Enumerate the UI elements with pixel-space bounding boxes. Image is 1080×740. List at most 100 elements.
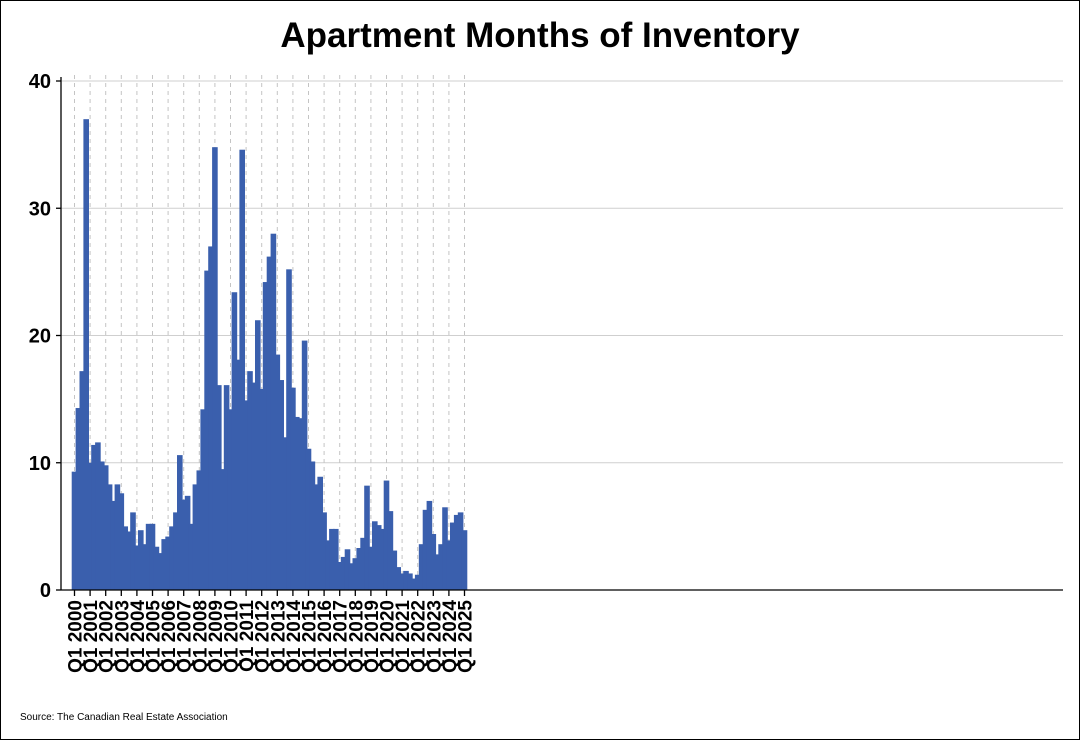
x-tick-label: Q1 2024 bbox=[440, 600, 461, 673]
bar: Q3 2005: 2.9 bbox=[157, 553, 164, 590]
bar: Q4 2008: 27 bbox=[208, 246, 214, 591]
bar: Q1 2015: 11.1 bbox=[305, 448, 312, 590]
bar: Q2 2019: 5.4 bbox=[372, 521, 378, 590]
bar: Q1 2008: 9.4 bbox=[196, 470, 203, 590]
bar: Q4 2014: 19.6 bbox=[301, 340, 308, 590]
bar: Q1 2011: 14.9 bbox=[243, 400, 249, 590]
bar: Q1 2003: 7.6 bbox=[118, 493, 125, 590]
bar: Q1 2001: 10 bbox=[87, 462, 93, 590]
bar: Q4 2020: 1.8 bbox=[395, 567, 401, 590]
bar: Q1 2023: 4.4 bbox=[430, 534, 437, 590]
bar: Q4 2011: 21.2 bbox=[255, 320, 261, 590]
x-tick-label: Q1 2021 bbox=[393, 600, 414, 673]
x-tick-label: Q1 2008 bbox=[190, 600, 211, 673]
bar: Q3 2020: 3.1 bbox=[391, 550, 398, 590]
x-tick-label: Q1 2006 bbox=[159, 600, 180, 673]
bar: Q4 2009: 16.1 bbox=[223, 385, 230, 590]
bar: Q1 2018: 2.5 bbox=[352, 558, 359, 590]
bar: Q1 2019: 3.4 bbox=[368, 546, 374, 590]
x-tick-label: Q1 2009 bbox=[206, 600, 227, 673]
bar: Q2 2007: 7.4 bbox=[184, 495, 191, 590]
bar: Q1 2016: 6.1 bbox=[321, 512, 327, 590]
bar: Q4 2007: 8.3 bbox=[192, 484, 199, 590]
bar: Q2 2011: 17.2 bbox=[247, 371, 253, 590]
x-tick-label: Q1 2016 bbox=[315, 600, 336, 673]
bar: Q3 2023: 3.6 bbox=[438, 544, 444, 590]
bar: Q3 2024: 5.9 bbox=[453, 514, 460, 590]
bar: Q1 2014: 15.9 bbox=[290, 387, 296, 590]
x-tick-label: Q1 2022 bbox=[409, 600, 430, 673]
bar: Q2 2016: 3.9 bbox=[325, 540, 331, 590]
bar: Q3 2021: 1.3 bbox=[407, 573, 413, 590]
bar: Q3 2002: 7 bbox=[110, 500, 117, 590]
x-tick-label: Q1 2013 bbox=[268, 600, 289, 673]
bar: Q1 2025: 4.7 bbox=[461, 530, 468, 590]
bar: Q2 2001: 11.4 bbox=[91, 444, 97, 590]
bar: Q2 2010: 23.4 bbox=[231, 292, 238, 590]
x-tick-label: Q1 2004 bbox=[128, 600, 149, 673]
bar: Q1 2022: 1.2 bbox=[414, 574, 421, 590]
bar: Q3 2018: 4.1 bbox=[360, 537, 366, 590]
bar: Q4 2022: 7 bbox=[426, 500, 433, 590]
x-tick-label: Q1 2012 bbox=[253, 600, 274, 673]
bar: Q1 2010: 14.2 bbox=[227, 409, 234, 590]
bar: Q1 2000: 9.3 bbox=[71, 471, 78, 590]
bar: Q2 2015: 10.1 bbox=[309, 461, 316, 590]
bar: Q1 2004: 3.5 bbox=[134, 545, 140, 590]
source-note: Source: The Canadian Real Estate Associa… bbox=[20, 712, 228, 723]
x-tick-label: Q1 2001 bbox=[81, 600, 102, 673]
bar: Q1 2013: 18.5 bbox=[274, 354, 281, 590]
bar: Q4 2023: 6.5 bbox=[442, 507, 448, 590]
bar: Q2 2023: 2.8 bbox=[434, 554, 440, 590]
bar: Q2 2020: 6.2 bbox=[387, 511, 394, 590]
bar: Q3 2008: 25.1 bbox=[204, 270, 210, 590]
bar: Q2 2024: 5.3 bbox=[450, 522, 456, 590]
x-tick-label: Q1 2017 bbox=[331, 600, 352, 673]
bar: Q3 2001: 11.6 bbox=[95, 442, 101, 590]
bar: Q1 2009: 34.8 bbox=[212, 147, 218, 591]
bar: Q4 2002: 8.3 bbox=[114, 484, 121, 590]
bar: Q3 2016: 4.8 bbox=[329, 528, 335, 590]
bar: Q4 2001: 10.1 bbox=[99, 461, 105, 590]
bar: Q3 2009: 9.5 bbox=[219, 469, 226, 590]
x-tick-label: Q1 2015 bbox=[300, 600, 321, 673]
bar: Q4 2012: 28 bbox=[270, 233, 277, 590]
bar: Q2 2022: 3.6 bbox=[418, 544, 425, 590]
bar: Q3 2010: 18.1 bbox=[235, 359, 242, 590]
bar: Q1 2017: 2.2 bbox=[336, 562, 343, 590]
bar: Q4 2015: 8.9 bbox=[317, 476, 323, 590]
bar: Q4 2004: 5.2 bbox=[145, 523, 152, 590]
bar: Q3 2000: 17.2 bbox=[79, 371, 86, 590]
bar: Q2 2000: 14.3 bbox=[75, 408, 82, 590]
x-tick-label: Q1 2019 bbox=[362, 600, 383, 673]
y-tick-label: 40 bbox=[29, 71, 51, 93]
x-tick-label: Q1 2000 bbox=[66, 600, 87, 673]
y-tick-label: 10 bbox=[29, 453, 51, 475]
bar: Q2 2021: 1.5 bbox=[403, 570, 409, 590]
bar: Q2 2013: 16.5 bbox=[278, 380, 284, 590]
x-tick-label: Q1 2002 bbox=[97, 600, 118, 673]
x-tick-label: Q1 2003 bbox=[112, 600, 133, 673]
bar: Q1 2020: 8.6 bbox=[383, 480, 390, 590]
x-tick-label: Q1 2005 bbox=[144, 600, 165, 673]
bar: Q3 2006: 6.1 bbox=[173, 512, 179, 590]
x-tick-label: Q1 2010 bbox=[222, 600, 243, 673]
bar: Q4 2006: 10.6 bbox=[177, 455, 183, 590]
bar: Q2 2004: 4.7 bbox=[138, 530, 144, 590]
bar: Q3 2015: 8.3 bbox=[313, 484, 320, 590]
x-tick-label: Q1 2011 bbox=[237, 600, 258, 672]
bar: Q3 2012: 26.2 bbox=[266, 256, 273, 590]
bar: Q1 2024: 3.9 bbox=[446, 540, 452, 590]
bar: Q4 2013: 25.2 bbox=[286, 269, 292, 590]
x-tick-label: Q1 2014 bbox=[284, 600, 305, 673]
bar: Q2 2005: 3.4 bbox=[153, 546, 160, 590]
bar: Q2 2003: 5 bbox=[122, 526, 128, 590]
x-tick-label: Q1 2020 bbox=[378, 600, 399, 673]
bar: Q2 2018: 3.3 bbox=[356, 548, 362, 590]
bar: Q3 2007: 5.2 bbox=[188, 523, 195, 590]
x-tick-label: Q1 2023 bbox=[424, 600, 445, 673]
bar: Q4 2000: 37 bbox=[83, 119, 89, 591]
bar: Q3 2022: 6.3 bbox=[422, 509, 429, 590]
bar: Q3 2003: 4.6 bbox=[126, 531, 132, 590]
